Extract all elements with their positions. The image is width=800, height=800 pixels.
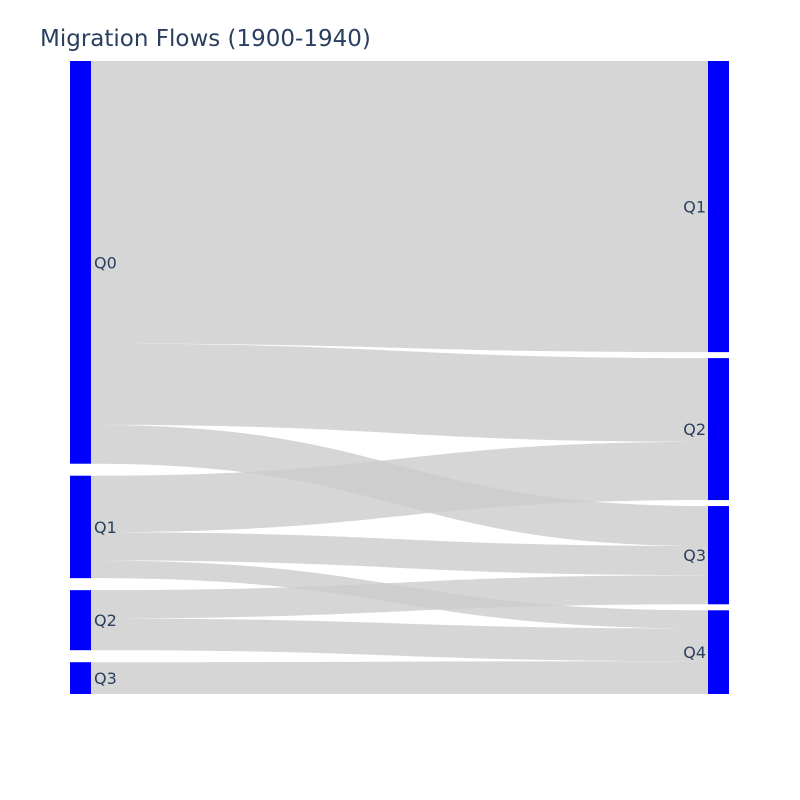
flow-link-s2-t4[interactable] bbox=[91, 618, 708, 662]
flow-link-s0-t1[interactable] bbox=[91, 61, 708, 353]
target-node-label-q4: Q4 bbox=[683, 643, 706, 662]
target-node-label-q1: Q1 bbox=[683, 198, 706, 217]
flow-link-s0-t2[interactable] bbox=[91, 343, 708, 442]
flow-link-s1-t3[interactable] bbox=[91, 532, 708, 576]
target-node-q4[interactable] bbox=[708, 610, 729, 694]
target-node-q3[interactable] bbox=[708, 506, 729, 605]
flow-link-s2-t3[interactable] bbox=[91, 575, 708, 619]
source-node-q3[interactable] bbox=[70, 662, 91, 694]
source-node-label-q0: Q0 bbox=[94, 253, 117, 272]
source-node-label-q1: Q1 bbox=[94, 518, 117, 537]
source-node-q2[interactable] bbox=[70, 590, 91, 651]
source-node-label-q3: Q3 bbox=[94, 669, 117, 688]
source-node-q0[interactable] bbox=[70, 61, 91, 464]
chart-title: Migration Flows (1900-1940) bbox=[40, 26, 371, 52]
source-node-q1[interactable] bbox=[70, 475, 91, 579]
target-node-q1[interactable] bbox=[708, 61, 729, 353]
flow-link-s3-t4[interactable] bbox=[91, 661, 708, 694]
target-node-label-q2: Q2 bbox=[683, 420, 706, 439]
labels-layer: Q0 Q1 Q2 Q3 Q1 Q2 Q3 Q4 bbox=[94, 198, 706, 689]
nodes-layer bbox=[70, 61, 729, 694]
links-layer bbox=[91, 61, 708, 694]
flow-link-s1-t2[interactable] bbox=[91, 441, 708, 533]
target-node-q2[interactable] bbox=[708, 358, 729, 501]
target-node-label-q3: Q3 bbox=[683, 546, 706, 565]
source-node-label-q2: Q2 bbox=[94, 611, 117, 630]
